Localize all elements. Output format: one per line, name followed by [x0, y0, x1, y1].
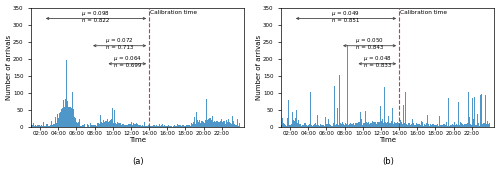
Text: n = 0.822: n = 0.822: [82, 18, 110, 23]
Text: n = 0.699: n = 0.699: [114, 63, 141, 68]
Text: $\mu$ = 0.098: $\mu$ = 0.098: [82, 9, 110, 18]
Text: n = 0.843: n = 0.843: [356, 45, 384, 50]
Text: Calibration time: Calibration time: [400, 10, 448, 15]
Text: (b): (b): [382, 157, 394, 166]
X-axis label: Time: Time: [380, 137, 396, 143]
Text: Calibration time: Calibration time: [150, 10, 198, 15]
X-axis label: Time: Time: [130, 137, 146, 143]
Text: $\mu$ = 0.049: $\mu$ = 0.049: [332, 9, 360, 18]
Text: $\mu$ = 0.048: $\mu$ = 0.048: [363, 54, 392, 63]
Text: $\mu$ = 0.072: $\mu$ = 0.072: [105, 36, 134, 45]
Text: $\mu$ = 0.064: $\mu$ = 0.064: [112, 54, 142, 63]
Text: $\mu$ = 0.050: $\mu$ = 0.050: [355, 36, 384, 45]
Text: n = 0.851: n = 0.851: [332, 18, 359, 23]
Y-axis label: Number of arrivals: Number of arrivals: [6, 35, 12, 100]
Text: n = 0.713: n = 0.713: [106, 45, 134, 50]
Y-axis label: Number of arrivals: Number of arrivals: [256, 35, 262, 100]
Text: (a): (a): [132, 157, 143, 166]
Text: n = 0.833: n = 0.833: [364, 63, 391, 68]
